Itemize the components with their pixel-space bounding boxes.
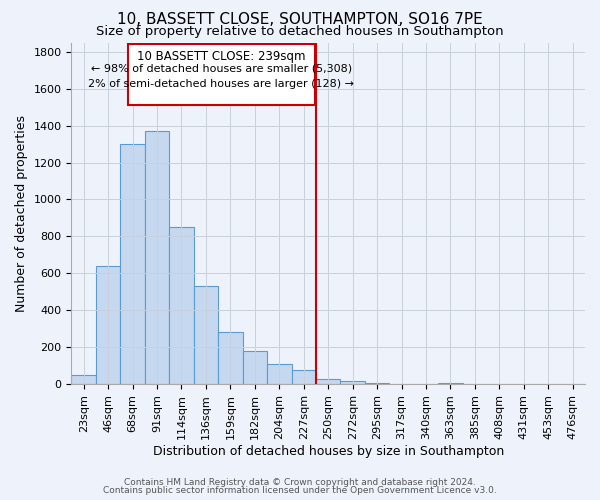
- Text: Contains HM Land Registry data © Crown copyright and database right 2024.: Contains HM Land Registry data © Crown c…: [124, 478, 476, 487]
- Bar: [96, 266, 121, 384]
- Bar: [292, 370, 316, 384]
- Y-axis label: Number of detached properties: Number of detached properties: [15, 115, 28, 312]
- Bar: [71, 375, 96, 384]
- Bar: [340, 382, 365, 384]
- Bar: [267, 364, 292, 384]
- Text: Size of property relative to detached houses in Southampton: Size of property relative to detached ho…: [96, 25, 504, 38]
- Bar: [145, 131, 169, 384]
- Bar: [218, 332, 242, 384]
- Text: 2% of semi-detached houses are larger (128) →: 2% of semi-detached houses are larger (1…: [88, 78, 355, 88]
- Text: 10 BASSETT CLOSE: 239sqm: 10 BASSETT CLOSE: 239sqm: [137, 50, 305, 63]
- Bar: [169, 227, 194, 384]
- Text: ← 98% of detached houses are smaller (5,308): ← 98% of detached houses are smaller (5,…: [91, 64, 352, 74]
- Text: Contains public sector information licensed under the Open Government Licence v3: Contains public sector information licen…: [103, 486, 497, 495]
- Bar: [121, 144, 145, 384]
- X-axis label: Distribution of detached houses by size in Southampton: Distribution of detached houses by size …: [152, 444, 504, 458]
- Bar: [438, 383, 463, 384]
- Bar: [194, 286, 218, 384]
- Text: 10, BASSETT CLOSE, SOUTHAMPTON, SO16 7PE: 10, BASSETT CLOSE, SOUTHAMPTON, SO16 7PE: [117, 12, 483, 28]
- Bar: [316, 378, 340, 384]
- Bar: [242, 351, 267, 384]
- Bar: [365, 383, 389, 384]
- FancyBboxPatch shape: [128, 44, 315, 106]
